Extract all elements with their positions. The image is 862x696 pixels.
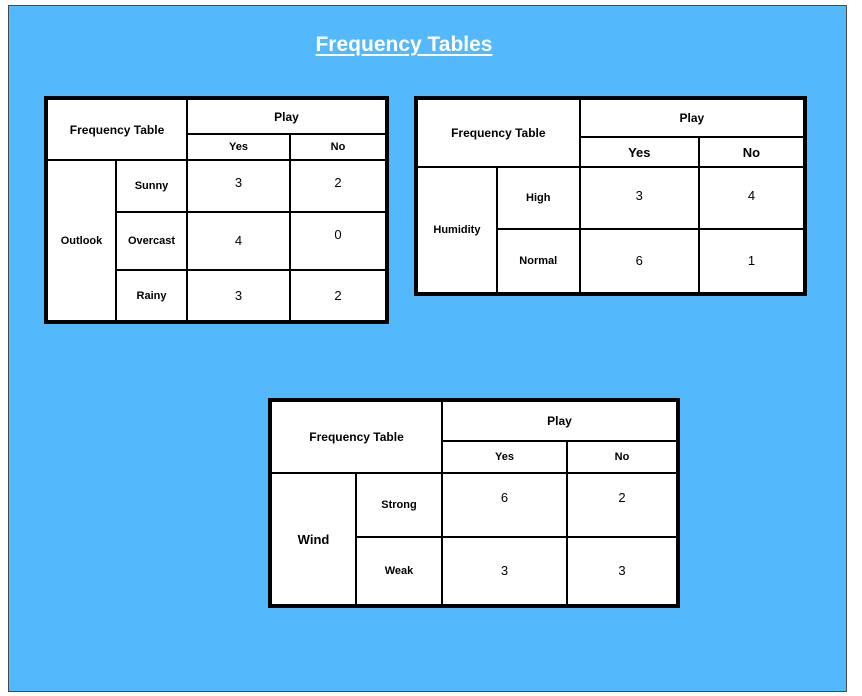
cell-strong-no: 2 bbox=[566, 472, 680, 538]
column-header-no: No bbox=[289, 133, 389, 161]
column-header-no: No bbox=[697, 135, 807, 169]
cell-rainy-yes: 3 bbox=[186, 269, 292, 323]
cell-normal-yes: 6 bbox=[578, 227, 700, 296]
column-header-yes: Yes bbox=[441, 439, 569, 475]
cell-sunny-yes: 3 bbox=[186, 159, 292, 213]
cell-high-no: 4 bbox=[697, 166, 807, 230]
table-corner-label: Frequency Table bbox=[44, 97, 189, 161]
cell-overcast-yes: 4 bbox=[186, 211, 292, 271]
cell-sunny-no: 2 bbox=[289, 159, 389, 213]
column-header-yes: Yes bbox=[578, 135, 700, 169]
cell-strong-yes: 6 bbox=[441, 472, 569, 538]
row-label-strong: Strong bbox=[354, 472, 444, 538]
play-group-header: Play bbox=[441, 399, 680, 442]
page-title: Frequency Tables bbox=[315, 33, 493, 56]
play-group-header: Play bbox=[578, 97, 807, 138]
row-label-overcast: Overcast bbox=[114, 211, 189, 271]
variable-label-humidity: Humidity bbox=[415, 166, 498, 295]
row-label-sunny: Sunny bbox=[114, 159, 189, 213]
row-label-rainy: Rainy bbox=[114, 269, 189, 323]
cell-weak-yes: 3 bbox=[441, 535, 569, 608]
row-label-normal: Normal bbox=[495, 227, 581, 296]
cell-rainy-no: 2 bbox=[289, 269, 389, 323]
cell-normal-no: 1 bbox=[697, 227, 807, 296]
humidity-frequency-table: Frequency Table Play Yes No Humidity Hig… bbox=[414, 96, 807, 296]
variable-label-outlook: Outlook bbox=[45, 159, 117, 323]
cell-high-yes: 3 bbox=[578, 166, 700, 230]
table-corner-label: Frequency Table bbox=[268, 398, 444, 475]
row-label-weak: Weak bbox=[354, 535, 444, 608]
variable-label-wind: Wind bbox=[269, 472, 357, 607]
cell-weak-no: 3 bbox=[566, 535, 680, 608]
outlook-frequency-table: Frequency Table Play Yes No Outlook Sunn… bbox=[44, 96, 390, 324]
row-label-high: High bbox=[495, 166, 581, 230]
cell-overcast-no: 0 bbox=[289, 211, 389, 271]
wind-frequency-table: Frequency Table Play Yes No Wind Strong … bbox=[268, 398, 681, 608]
table-corner-label: Frequency Table bbox=[415, 96, 581, 169]
play-group-header: Play bbox=[186, 97, 389, 135]
background-canvas: Frequency Tables Frequency Table Play Ye… bbox=[8, 5, 847, 692]
column-header-yes: Yes bbox=[186, 133, 292, 161]
column-header-no: No bbox=[566, 439, 680, 475]
